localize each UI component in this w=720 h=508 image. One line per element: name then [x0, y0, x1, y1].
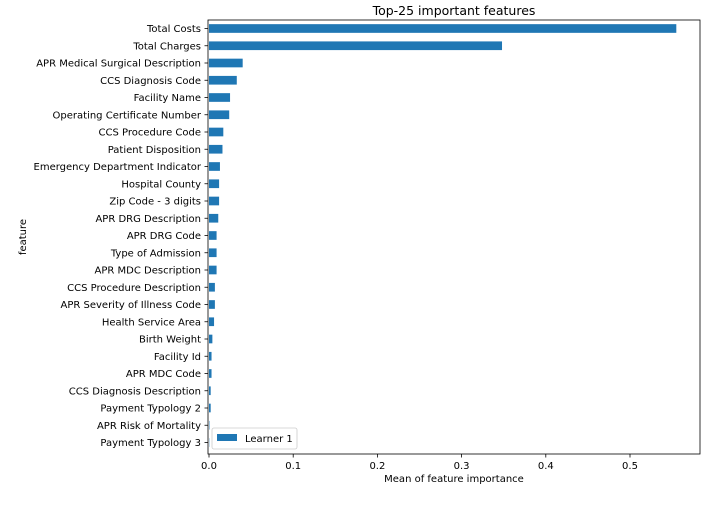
plot-area-frame: [208, 20, 700, 454]
bar: [209, 283, 215, 292]
bar: [209, 300, 215, 309]
y-tick-label: APR DRG Code: [127, 231, 201, 242]
bar: [209, 76, 237, 85]
y-tick-label: CCS Diagnosis Description: [69, 386, 201, 397]
bar: [209, 179, 219, 188]
bar: [209, 214, 218, 223]
y-tick-labels: Total Costs Total Charges APR Medical Surg…: [34, 24, 208, 449]
y-tick-label: CCS Procedure Code: [98, 128, 201, 139]
legend-swatch: [217, 434, 237, 441]
legend: Learner 1: [212, 428, 297, 449]
y-tick-label: APR DRG Description: [95, 214, 201, 225]
bar: [209, 231, 217, 240]
bar: [209, 317, 214, 326]
bar: [209, 41, 502, 50]
bar: [209, 248, 217, 257]
y-tick-label: Hospital County: [121, 179, 201, 190]
chart-title: Top-25 important features: [372, 3, 536, 18]
y-tick-label: CCS Diagnosis Code: [100, 76, 201, 87]
y-tick-label: APR Risk of Mortality: [97, 421, 201, 432]
bar: [209, 335, 212, 344]
y-tick-label: APR Severity of Illness Code: [61, 300, 202, 311]
y-tick-label: Birth Weight: [139, 335, 201, 346]
x-tick-label: 0.3: [454, 461, 470, 472]
x-tick-labels: 0.0 0.1 0.2 0.3 0.4 0.5: [201, 454, 638, 472]
bar: [209, 352, 212, 361]
y-axis-label: feature: [18, 219, 29, 255]
y-tick-label: APR MDC Code: [126, 369, 201, 380]
bars-group: [209, 24, 676, 447]
y-tick-label: Patient Disposition: [108, 145, 201, 156]
bar: [209, 145, 222, 154]
y-tick-label: Zip Code - 3 digits: [109, 197, 201, 208]
x-tick-label: 0.5: [622, 461, 638, 472]
x-tick-label: 0.0: [201, 461, 217, 472]
y-tick-label: Health Service Area: [102, 317, 201, 328]
y-tick-label: Operating Certificate Number: [53, 110, 202, 121]
x-axis-label: Mean of feature importance: [384, 474, 524, 485]
y-tick-label: Emergency Department Indicator: [34, 162, 202, 173]
x-tick-label: 0.2: [369, 461, 385, 472]
bar: [209, 59, 243, 68]
y-tick-label: Facility Id: [154, 352, 201, 363]
y-tick-label: CCS Procedure Description: [67, 283, 201, 294]
bar: [209, 162, 220, 171]
y-tick-label: Facility Name: [134, 93, 201, 104]
bar: [209, 93, 230, 102]
bar: [209, 197, 219, 206]
x-tick-label: 0.4: [538, 461, 554, 472]
bar: [209, 404, 211, 413]
y-tick-label: Type of Admission: [110, 248, 201, 259]
bar: [209, 24, 676, 33]
y-tick-label: Total Costs: [146, 24, 201, 35]
bar: [209, 386, 211, 395]
y-tick-label: APR MDC Description: [95, 266, 201, 277]
x-tick-label: 0.1: [285, 461, 301, 472]
bar: [209, 369, 212, 378]
legend-label: Learner 1: [245, 434, 293, 445]
y-tick-label: Total Charges: [132, 41, 201, 52]
bar: [209, 110, 229, 119]
y-tick-label: APR Medical Surgical Description: [36, 59, 201, 70]
y-tick-label: Payment Typology 3: [100, 438, 201, 449]
y-tick-label: Payment Typology 2: [100, 404, 201, 415]
bar: [209, 128, 223, 137]
bar: [209, 266, 217, 275]
